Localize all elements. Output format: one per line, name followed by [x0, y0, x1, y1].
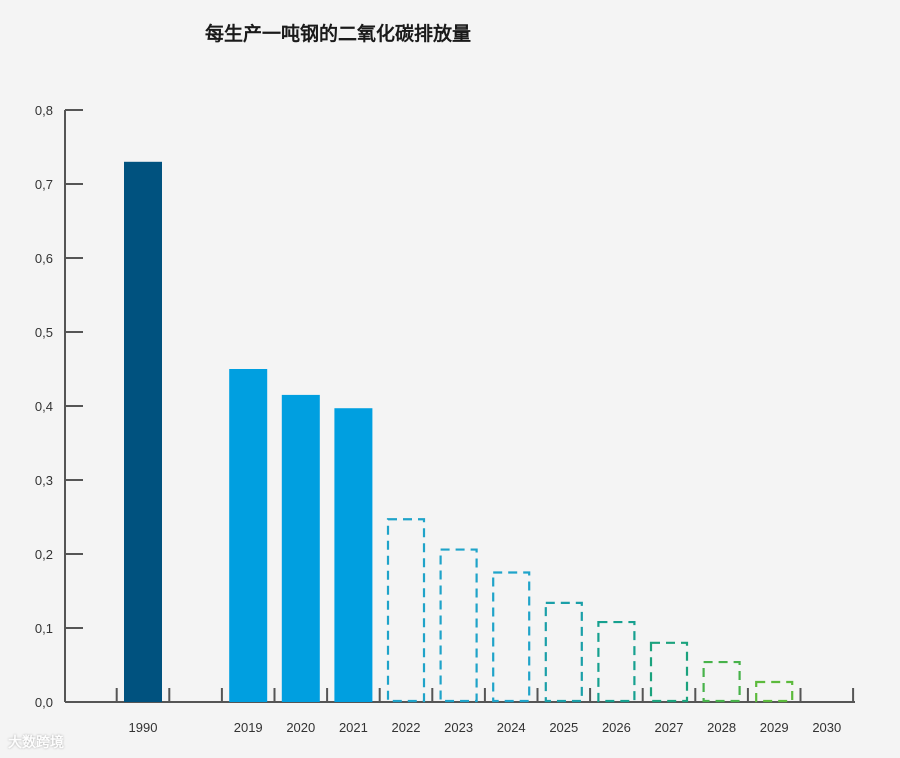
y-tick-label: 0,1 — [35, 621, 53, 636]
y-tick-label: 0,6 — [35, 251, 53, 266]
bar-2028 — [702, 660, 741, 703]
bar-2022 — [386, 518, 426, 703]
y-tick-label: 0,0 — [35, 695, 53, 710]
bar-2029 — [755, 680, 794, 703]
bars — [124, 161, 794, 703]
y-tick-label: 0,5 — [35, 325, 53, 340]
y-tick-label: 0,2 — [35, 547, 53, 562]
y-axis: 0,0 0,1 0,2 0,3 0,4 0,5 0,6 0,7 0,8 — [35, 103, 83, 710]
y-tick-label: 0,8 — [35, 103, 53, 118]
x-tick-label: 2019 — [234, 720, 263, 735]
chart-title: 每生产一吨钢的二氧化碳排放量 — [205, 22, 471, 45]
bar-2023 — [439, 548, 478, 703]
x-tick-label: 2021 — [339, 720, 368, 735]
bar-2020 — [281, 394, 320, 702]
bar-2025 — [544, 601, 583, 703]
x-tick-label: 2020 — [286, 720, 315, 735]
bar-1990 — [124, 161, 162, 703]
x-tick-label: 1990 — [129, 720, 158, 735]
x-axis: 1990 2019 2020 2021 2022 2023 2024 2025 2026 2027… — [65, 688, 855, 735]
y-tick-label: 0,3 — [35, 473, 53, 488]
x-tick-label: 2024 — [497, 720, 526, 735]
bar-2026 — [597, 620, 636, 703]
y-tick-label: 0,7 — [35, 177, 53, 192]
bar-2024 — [492, 571, 531, 703]
watermark: 大数跨境 — [8, 735, 64, 751]
x-tick-label: 2026 — [602, 720, 631, 735]
y-tick-label: 0,4 — [35, 399, 53, 414]
x-tick-label: 2023 — [444, 720, 473, 735]
bar-2021 — [334, 408, 373, 702]
x-tick-label: 2027 — [655, 720, 684, 735]
bar-2027 — [649, 641, 689, 703]
x-tick-label: 2025 — [549, 720, 578, 735]
x-tick-label: 2028 — [707, 720, 736, 735]
x-tick-label: 2030 — [812, 720, 841, 735]
x-tick-label: 2022 — [392, 720, 421, 735]
x-tick-label: 2029 — [760, 720, 789, 735]
bar-2019 — [229, 369, 268, 702]
